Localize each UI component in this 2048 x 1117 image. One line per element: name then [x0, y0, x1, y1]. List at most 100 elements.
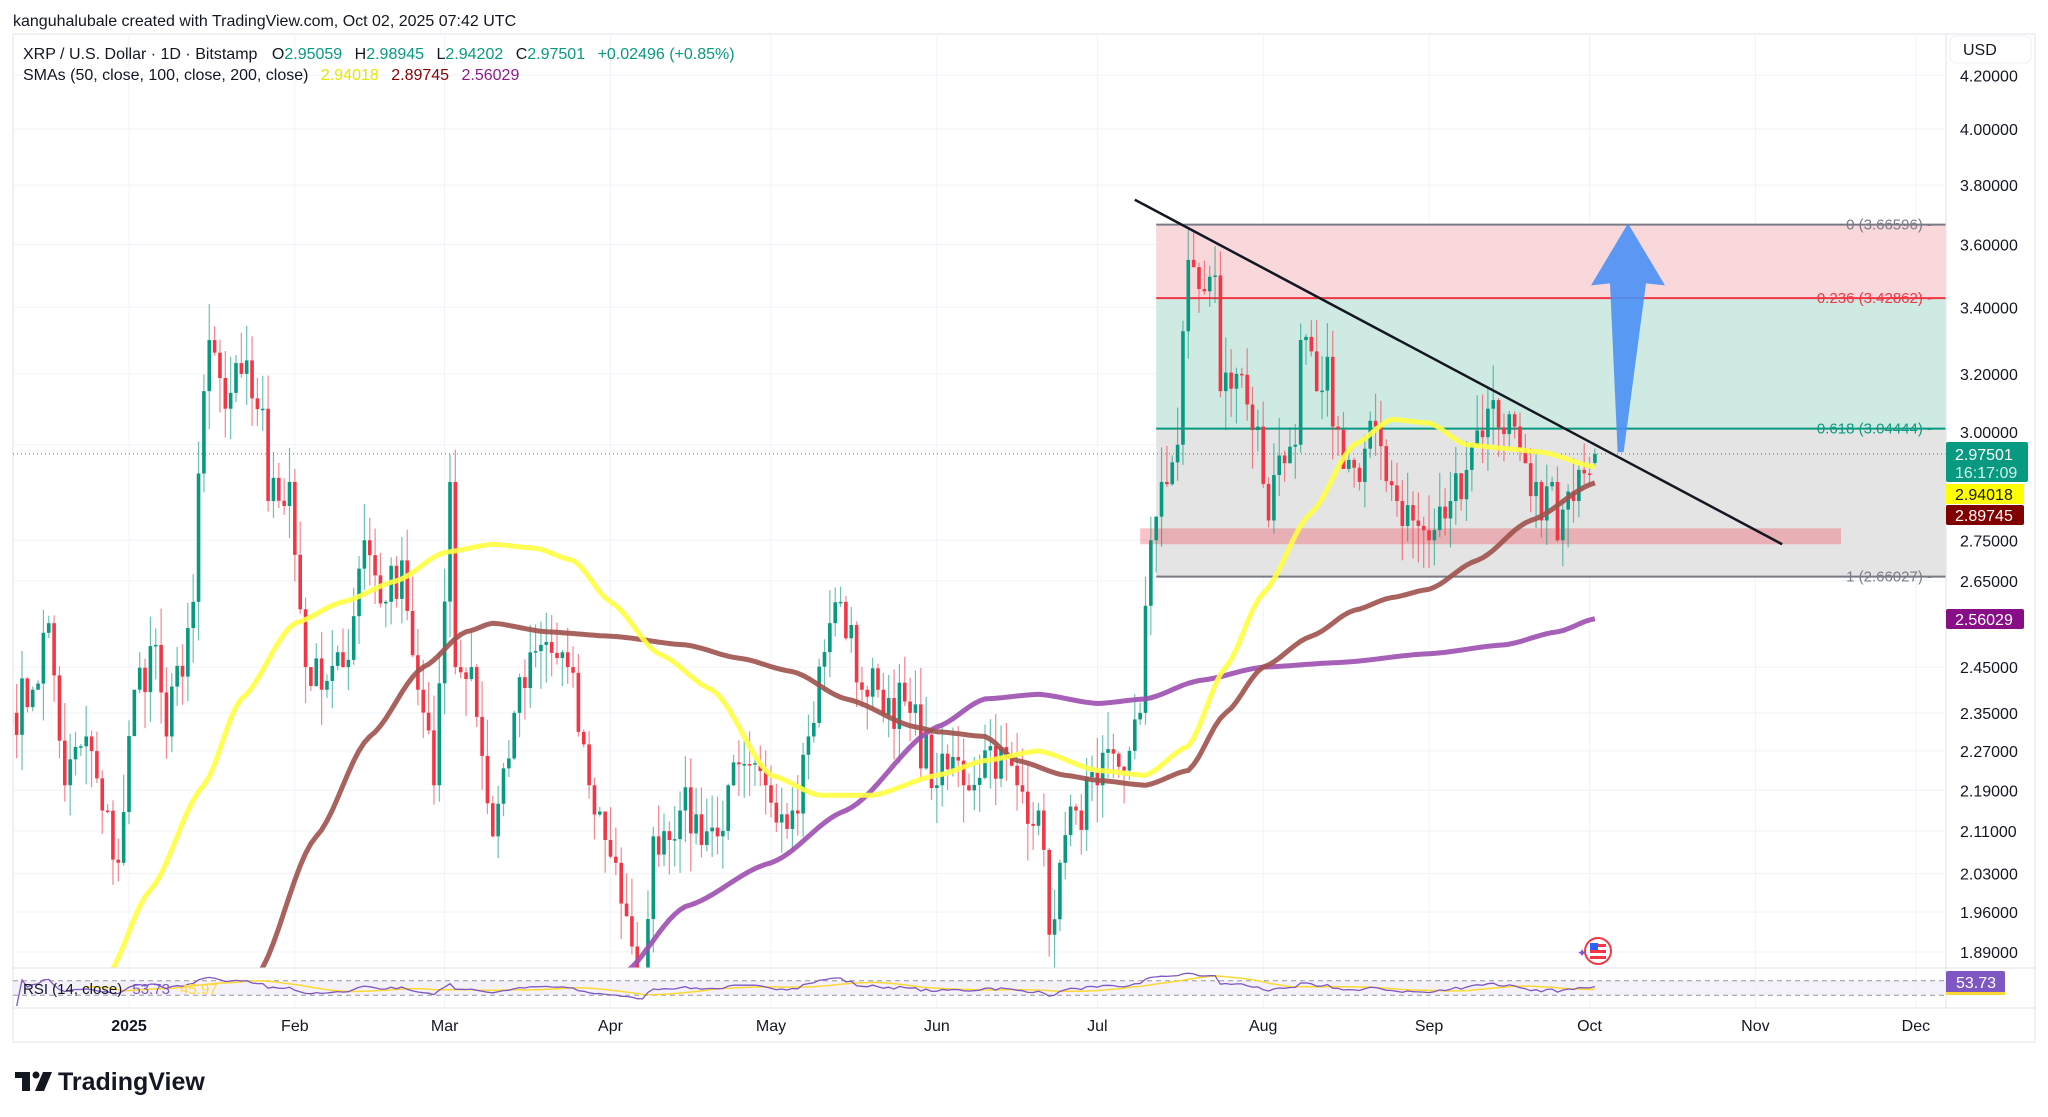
candle-body [1127, 750, 1132, 771]
candle-body [303, 609, 308, 668]
candle-body [186, 628, 190, 677]
candle-body [212, 340, 217, 353]
candle-body [769, 785, 773, 803]
candle-body [507, 758, 511, 769]
candle-body [1063, 835, 1068, 863]
candle-body [828, 623, 832, 653]
candle-body [378, 575, 383, 604]
candle-body [876, 668, 880, 690]
candle-body [480, 716, 484, 756]
trendline[interactable] [1134, 198, 1783, 546]
candle-body [1582, 469, 1586, 474]
candle-body [89, 736, 94, 752]
candle-body [656, 836, 661, 855]
candle-body [1544, 486, 1549, 521]
fib-level-label: 0.236 (3.42862) - [1817, 290, 1932, 307]
price-tick-label: 2.03000 [1960, 867, 2018, 884]
price-tick-label: 4.00000 [1960, 122, 2018, 139]
tradingview-logo[interactable]: TradingView [15, 1068, 205, 1096]
candle-body [223, 377, 228, 409]
price-tag-last: 2.97501 16:17:09 [1946, 442, 2028, 482]
currency-button[interactable]: USD [1949, 35, 2032, 64]
candle-body [234, 363, 238, 393]
candle-body [822, 652, 827, 667]
candle-body [30, 689, 35, 708]
candle-body [298, 554, 302, 610]
candle-body [1448, 501, 1453, 519]
time-axis[interactable]: 2025 Feb Mar Apr May Jun Jul Aug Sep Oct Nov Dec [111, 1018, 1930, 1035]
price-tick-label: 2.65000 [1960, 574, 2018, 591]
candle-body [442, 601, 447, 684]
candle-body [1352, 459, 1356, 468]
price-axis[interactable]: 4.20000 4.00000 3.80000 3.60000 3.40000 3.200… [1960, 68, 2018, 962]
candle-body [464, 672, 468, 680]
candle-body [143, 667, 147, 693]
candle-body [20, 678, 24, 735]
us-flag-icon[interactable]: ✦ [1577, 937, 1612, 965]
candle-body [458, 667, 463, 673]
candle-body [228, 392, 233, 409]
candle-body [565, 652, 570, 668]
rsi-legend[interactable]: RSI (14, close) 53.73 45.97 [23, 981, 218, 998]
candle-body [1186, 259, 1191, 332]
candle-body [79, 746, 83, 748]
candle-body [25, 678, 30, 708]
candle-body [849, 625, 854, 639]
high-label: H [355, 46, 367, 63]
arrow-up-icon[interactable] [1591, 223, 1665, 453]
candle-body [1357, 467, 1362, 482]
candle-body [373, 555, 377, 576]
candle-body [325, 680, 329, 690]
candle-body [993, 746, 998, 779]
sma-legend[interactable]: SMAs (50, close, 100, close, 200, close)… [23, 67, 519, 84]
support-zone[interactable] [1140, 528, 1841, 545]
candle-body [935, 785, 939, 789]
candle-body [1191, 259, 1196, 268]
candle-body [1432, 530, 1437, 541]
time-tick-label: Aug [1249, 1018, 1277, 1035]
candle-body [121, 812, 126, 863]
candle-body [1561, 509, 1565, 541]
candle-body [357, 568, 361, 617]
candle-body [1421, 525, 1426, 531]
candle-body [1159, 481, 1164, 517]
candle-body [1170, 462, 1175, 485]
candle-body [646, 919, 650, 968]
time-tick-label: Dec [1902, 1018, 1930, 1035]
candle-body [683, 787, 688, 811]
candle-body [1293, 444, 1298, 447]
candle-body [132, 689, 137, 737]
candle-body [1165, 481, 1169, 485]
symbol-legend[interactable]: XRP / U.S. Dollar · 1D · Bitstamp O2.950… [23, 46, 735, 63]
price-tick-label: 2.11000 [1960, 824, 2017, 841]
price-tick-label: 3.80000 [1960, 178, 2018, 195]
time-tick-label: Mar [431, 1018, 459, 1035]
candle-body [410, 610, 415, 656]
candle-body [1405, 505, 1410, 527]
candle-body [972, 784, 977, 791]
candle-body [624, 903, 629, 917]
sma100-line [259, 480, 1596, 968]
candle-body [202, 391, 206, 474]
candle-body [485, 755, 490, 804]
candle-body [667, 831, 672, 841]
candle-body [13, 712, 14, 724]
candle-body [384, 601, 388, 604]
candle-body [715, 827, 720, 837]
fib-zone [1156, 298, 1946, 429]
candle-body [1015, 765, 1019, 786]
candle-body [528, 652, 533, 688]
candle-body [1470, 444, 1474, 470]
candle-body [1400, 501, 1405, 527]
sma-label: SMAs (50, close, 100, close, 200, close) [23, 67, 308, 84]
rsi-label: RSI (14, close) [23, 981, 122, 998]
candle-body [63, 740, 67, 786]
candle-body [956, 756, 961, 761]
candle-body [335, 652, 340, 666]
fib-level-label: 0 (3.66596) - [1846, 217, 1932, 234]
candle-body [1042, 810, 1046, 850]
candle-body [1058, 862, 1062, 920]
candle-body [1197, 267, 1201, 289]
sma100-value: 2.89745 [1955, 508, 2013, 525]
